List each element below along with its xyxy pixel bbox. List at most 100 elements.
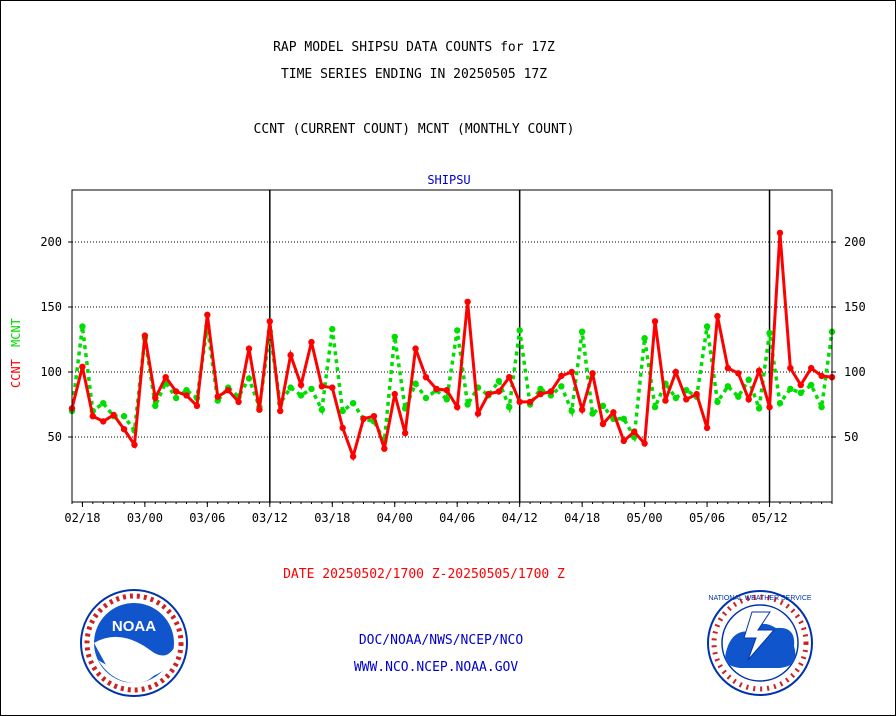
point-ccnt [443,387,450,394]
point-mcnt [735,393,742,400]
point-mcnt [755,405,763,412]
point-ccnt [120,426,128,433]
point-mcnt [766,329,773,337]
point-ccnt [360,415,367,422]
point-mcnt [807,381,815,389]
point-mcnt [329,325,336,333]
point-ccnt [672,368,680,376]
point-ccnt [79,363,86,370]
point-ccnt [526,398,534,406]
point-mcnt [443,396,450,403]
point-ccnt [266,318,274,325]
x-tick-label: 03/12 [252,511,288,525]
x-tick-label: 05/00 [627,511,663,525]
y-axis-label-ccnt: CCNT [9,359,23,388]
point-ccnt [558,372,565,380]
point-ccnt [204,311,211,318]
point-ccnt [735,370,742,377]
point-ccnt [724,364,732,372]
x-tick-label: 05/06 [689,511,725,525]
point-ccnt [349,453,357,460]
x-tick-label: 02/18 [64,511,100,525]
point-mcnt [641,335,648,342]
x-tick-label: 03/06 [189,511,225,525]
x-tick-label: 03/18 [314,511,350,525]
point-ccnt [745,396,752,403]
nws-logo: NATIONAL WEATHER SERVICE [707,590,813,696]
point-mcnt [454,327,461,334]
point-ccnt [620,437,627,445]
point-mcnt [537,385,544,393]
point-mcnt [516,327,523,334]
point-ccnt [297,381,305,389]
x-tick-label: 04/12 [502,511,538,525]
point-mcnt [464,401,471,408]
point-mcnt [152,402,159,409]
point-mcnt [506,403,513,411]
point-mcnt [120,413,128,420]
point-ccnt [662,397,669,404]
point-ccnt [714,312,721,320]
y-tick-label-right: 100 [844,365,866,379]
point-ccnt [516,398,523,406]
point-mcnt [318,406,326,413]
point-mcnt [100,400,107,407]
x-tick-label: 05/12 [751,511,787,525]
point-mcnt [349,400,357,407]
point-ccnt [641,440,648,447]
point-mcnt [287,384,294,391]
noaa-logo: NOAA [80,589,188,697]
point-ccnt [578,406,586,413]
point-mcnt [776,400,784,407]
point-ccnt [818,372,825,380]
point-ccnt [141,332,149,339]
point-mcnt [589,410,596,417]
y-axis-label-mcnt: MCNT [9,318,23,347]
x-tick-label: 04/18 [564,511,600,525]
chart-title: RAP MODEL SHIPSU DATA COUNTS for 17Z [273,40,555,55]
point-ccnt [131,441,138,448]
point-ccnt [755,367,763,374]
point-ccnt [339,424,346,432]
series-line-ccnt [70,232,833,462]
y-tick-label-left: 100 [40,365,62,379]
point-mcnt [672,394,680,402]
point-ccnt [256,406,263,413]
y-tick-label-left: 200 [40,235,62,249]
point-mcnt [818,403,825,411]
chart-subtitle: CCNT (CURRENT COUNT) MCNT (MONTHLY COUNT… [254,122,575,137]
point-mcnt [183,387,190,394]
point-mcnt [724,383,732,390]
point-ccnt [787,364,794,372]
point-mcnt [422,394,430,402]
point-ccnt [766,403,773,411]
point-mcnt [172,394,180,402]
point-ccnt [89,413,97,420]
point-ccnt [610,409,617,416]
org-line: DOC/NOAA/NWS/NCEP/NCO [359,633,524,648]
point-mcnt [308,385,315,393]
point-ccnt [401,429,409,437]
point-ccnt [495,388,503,395]
website-link[interactable]: WWW.NCO.NCEP.NOAA.GOV [354,660,519,675]
x-tick-label: 04/06 [439,511,475,525]
point-mcnt [245,375,253,382]
point-ccnt [193,402,201,409]
point-ccnt [797,381,804,389]
point-mcnt [495,377,503,385]
point-ccnt [277,407,284,415]
point-ccnt [183,392,190,399]
x-tick-label: 03/00 [127,511,163,525]
axis-layer: 50 50 100 100 150 150 200 200 02/18 03/00 03/06 03/… [40,189,866,525]
point-ccnt [693,390,700,398]
point-ccnt [433,385,440,393]
grid-lines [72,190,832,502]
y-tick-label-right: 150 [844,300,866,314]
point-ccnt [287,351,294,359]
point-ccnt [381,445,388,452]
point-ccnt [454,403,461,411]
point-ccnt [370,413,378,420]
point-ccnt [308,338,315,346]
point-ccnt [568,368,575,376]
